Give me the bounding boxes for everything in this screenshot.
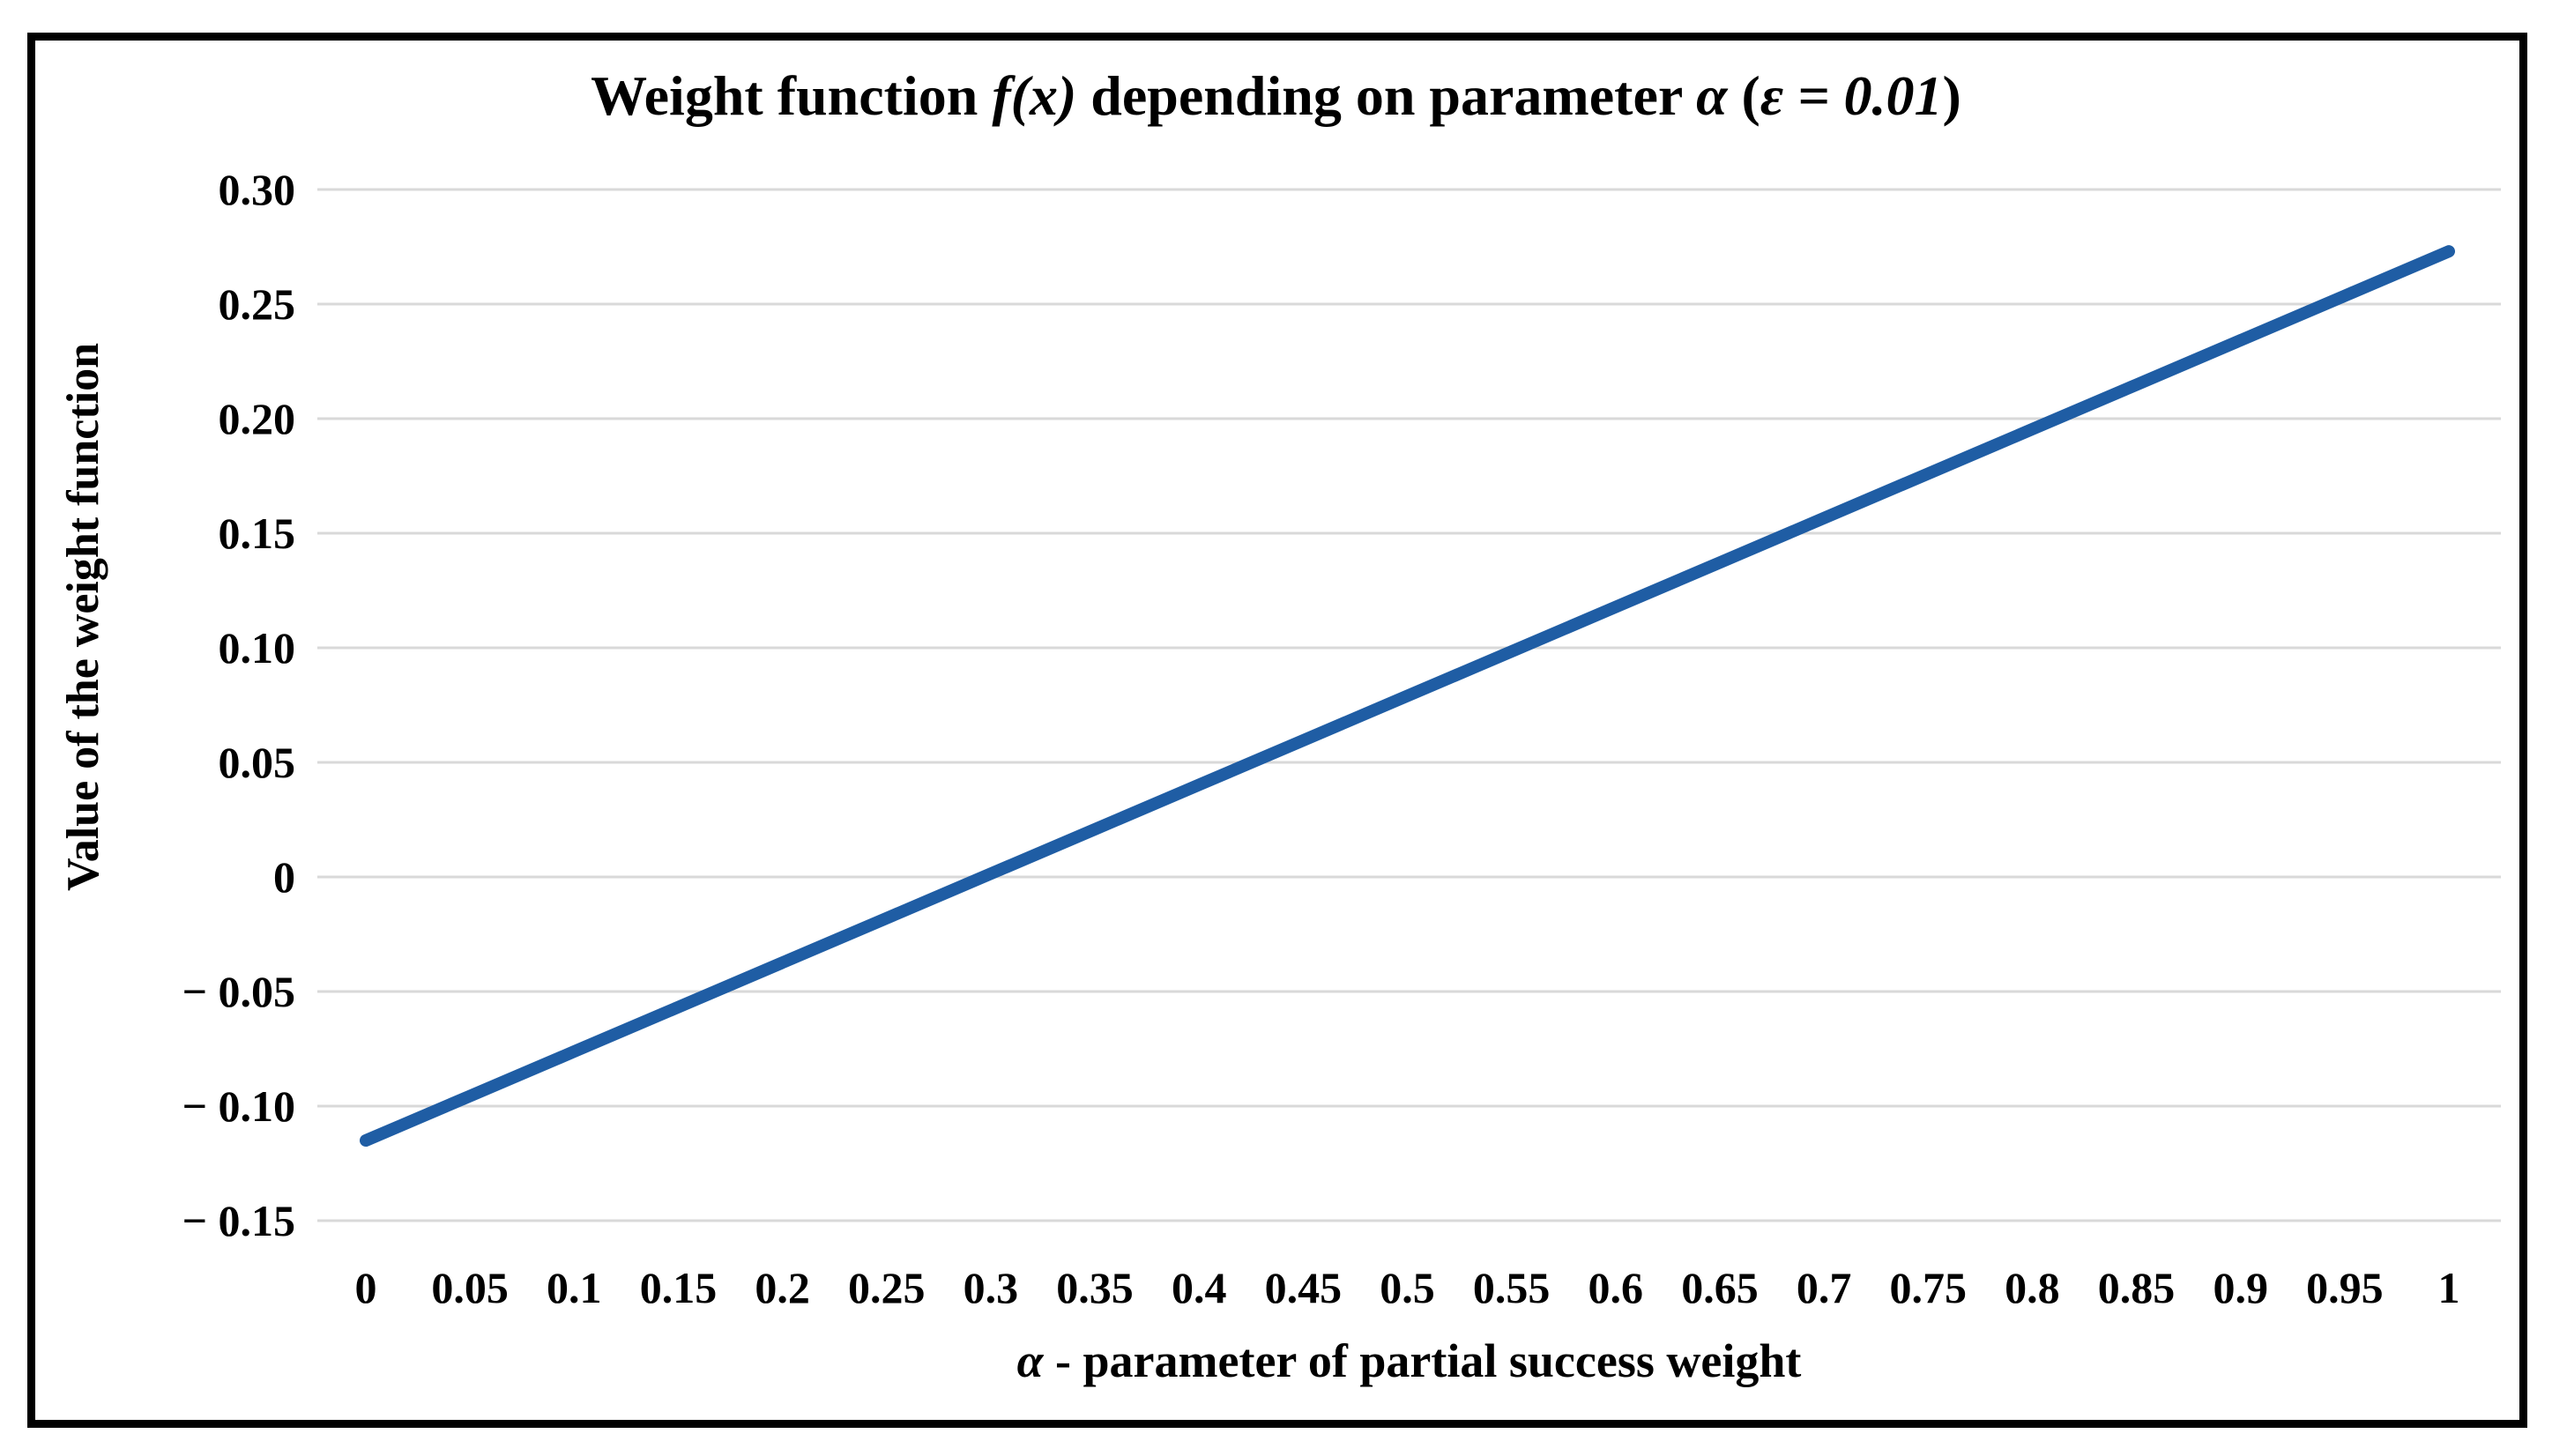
chart-title-segment: Weight function — [591, 64, 993, 127]
chart-title-segment: ε = 0.01 — [1760, 64, 1943, 127]
x-tick-label: 0.2 — [755, 1263, 810, 1312]
chart-title-segment: depending on parameter — [1076, 64, 1697, 127]
chart-title-segment: ( — [1727, 64, 1760, 127]
x-tick-label: 0.25 — [848, 1263, 926, 1312]
x-tick-label: 0.35 — [1056, 1263, 1134, 1312]
x-tick-label: 0.5 — [1380, 1263, 1435, 1312]
x-tick-label: 0.95 — [2306, 1263, 2384, 1312]
y-tick-label: 0.10 — [218, 623, 296, 672]
x-tick-label: 0.45 — [1264, 1263, 1343, 1312]
y-tick-label: − 0.10 — [182, 1081, 296, 1131]
x-tick-label: 0.7 — [1796, 1263, 1852, 1312]
y-tick-label: 0 — [273, 852, 295, 902]
y-tick-label: 0.25 — [218, 279, 296, 329]
y-tick-label: − 0.05 — [182, 967, 296, 1016]
weight-function-line — [360, 245, 2455, 1147]
chart-title-segment: ) — [1942, 64, 1961, 127]
x-tick-label: 0.85 — [2097, 1263, 2176, 1312]
x-tick-label: 0 — [354, 1263, 377, 1312]
chart-title-segment: α — [1696, 64, 1728, 127]
y-tick-label: 0.05 — [218, 738, 296, 787]
x-tick-label: 0.1 — [547, 1263, 602, 1312]
x-tick-label: 1 — [2437, 1263, 2460, 1312]
chart-title: Weight function f(x) depending on parame… — [0, 63, 2552, 129]
x-tick-label: 0.4 — [1171, 1263, 1227, 1312]
x-tick-label: 0.8 — [2005, 1263, 2060, 1312]
x-tick-label: 0.9 — [2213, 1263, 2268, 1312]
x-tick-label: 0.75 — [1889, 1263, 1968, 1312]
x-tick-label: 0.65 — [1681, 1263, 1759, 1312]
x-tick-label: 0.15 — [639, 1263, 718, 1312]
y-tick-label: − 0.15 — [182, 1196, 296, 1245]
chart-title-segment: f(x) — [992, 64, 1077, 127]
x-axis-title: α - parameter of partial success weight — [317, 1333, 2501, 1389]
x-tick-label: 0.05 — [431, 1263, 509, 1312]
y-tick-label: 0.20 — [218, 394, 296, 443]
x-axis-title-segment: α — [1016, 1334, 1044, 1387]
x-axis-title-segment: - parameter of partial success weight — [1043, 1334, 1802, 1387]
x-tick-label: 0.3 — [963, 1263, 1019, 1312]
x-tick-label: 0.6 — [1588, 1263, 1644, 1312]
x-tick-label: 0.55 — [1472, 1263, 1551, 1312]
y-tick-label: 0.30 — [218, 165, 296, 214]
figure-border — [27, 33, 2527, 1428]
y-tick-label: 0.15 — [218, 509, 296, 558]
